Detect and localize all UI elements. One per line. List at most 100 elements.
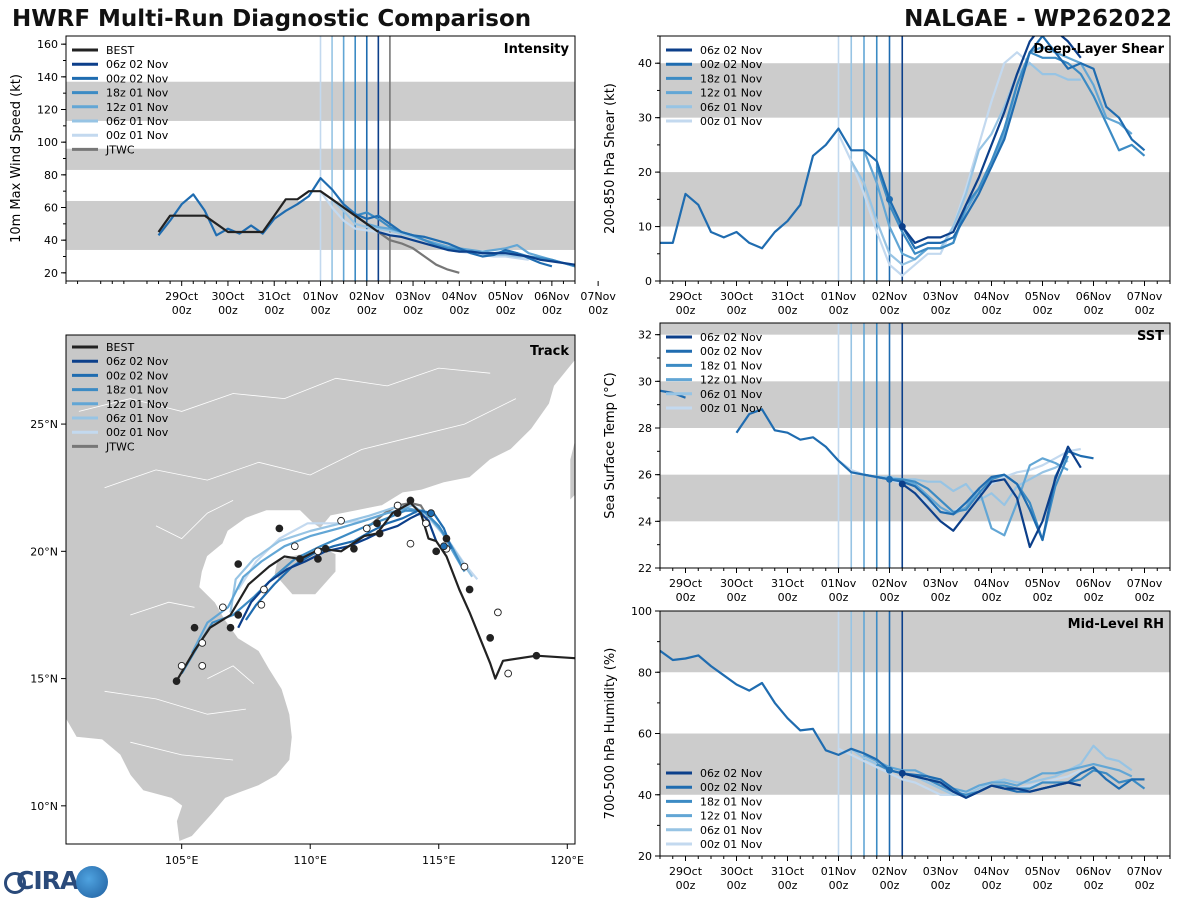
track-marker: [296, 555, 304, 563]
sst-ytick-label: 22: [638, 562, 652, 575]
rh-xtick-label: 07Nov: [1127, 865, 1163, 878]
sst-series: [660, 389, 1094, 549]
intensity-xtick-label: 02Nov: [349, 290, 385, 303]
intensity-xtick-label: 31Oct: [258, 290, 292, 303]
rh-marker-06z-02-nov: [898, 769, 906, 777]
sst-title: SST: [1137, 329, 1164, 344]
land-2: [569, 439, 575, 502]
shear-ytick-label: 10: [638, 221, 652, 234]
track-marker: [504, 669, 513, 678]
track-legend-label-best: BEST: [106, 341, 134, 354]
track-marker: [321, 544, 330, 553]
shear-legend-label-18z-01-nov: 18z 01 Nov: [700, 72, 763, 85]
track-marker: [314, 547, 322, 556]
rh-series-12z-01-nov: [863, 753, 1133, 793]
track-marker: [465, 585, 474, 594]
rh-legend-label-18z-01-nov: 18z 01 Nov: [700, 795, 763, 808]
track-legend-label-00z-02-nov: 00z 02 Nov: [106, 369, 169, 382]
sst-xtick-label: 02Nov: [872, 577, 908, 590]
shear-series-06z-02-nov: [901, 36, 1082, 244]
rh-title: Mid-Level RH: [1068, 617, 1164, 632]
shear-legend-label-06z-01-nov: 06z 01 Nov: [700, 101, 763, 114]
track-series-best: [175, 501, 575, 682]
intensity-legend-label-00z-02-nov: 00z 02 Nov: [106, 72, 169, 85]
sst-xtick-label: 00z: [676, 591, 696, 604]
shear-xtick-label: 00z: [778, 304, 798, 317]
intensity-xtick-label: 29Oct: [165, 290, 199, 303]
track-marker: [432, 547, 441, 556]
track-marker: [218, 603, 227, 612]
track-marker: [532, 651, 541, 660]
land-0: [66, 335, 575, 843]
track-marker: [198, 639, 207, 647]
intensity-legend-label-best: BEST: [106, 44, 134, 57]
sst-series-18z-01-nov: [876, 455, 1070, 542]
shear-xtick-label: 00z: [1033, 304, 1053, 317]
intensity-chart: 2040608010012014016029Oct00z30Oct00z31Oc…: [9, 35, 616, 317]
track-ytick-label: 25°N: [30, 418, 58, 431]
shear-legend-label-06z-02-nov: 06z 02 Nov: [700, 44, 763, 57]
rh-xtick-label: 00z: [880, 879, 900, 892]
intensity-series-best: [157, 190, 379, 234]
logo-text: CIRA: [16, 866, 79, 895]
shear-band-0: [660, 172, 1170, 227]
track-marker: [257, 600, 266, 609]
intensity-ytick-label: 120: [37, 104, 58, 117]
intensity-xtick-label: 00z: [311, 304, 331, 317]
rh-ytick-label: 80: [638, 666, 652, 679]
track-marker: [486, 634, 495, 642]
track-series-12z-01-nov: [191, 507, 466, 654]
shear-xtick-label: 03Nov: [923, 290, 959, 303]
shear-xtick-label: 04Nov: [974, 290, 1010, 303]
track-marker: [422, 519, 430, 528]
rh-xtick-label: 02Nov: [872, 865, 908, 878]
sst-legend-label-18z-01-nov: 18z 01 Nov: [700, 359, 763, 372]
sst-xtick-label: 31Oct: [771, 577, 805, 590]
intensity-xtick-label: 00z: [403, 304, 423, 317]
shear-xtick-label: 00z: [982, 304, 1002, 317]
rh-chart: 2040608010029Oct00z30Oct00z31Oct00z01Nov…: [603, 605, 1171, 892]
intensity-xtick-label: 00z: [357, 304, 377, 317]
shear-xtick-label: 00z: [727, 304, 747, 317]
rh-legend-label-06z-01-nov: 06z 01 Nov: [700, 824, 763, 837]
intensity-series-00z-02-nov: [157, 177, 553, 268]
sst-ytick-label: 26: [638, 469, 652, 482]
rh-bands: [660, 611, 1170, 795]
track-ytick-label: 15°N: [30, 673, 58, 686]
sst-xtick-label: 00z: [1135, 591, 1155, 604]
intensity-xtick-label: 06Nov: [534, 290, 570, 303]
intensity-legend-label-18z-01-nov: 18z 01 Nov: [106, 87, 169, 100]
sst-xtick-label: 29Oct: [669, 577, 703, 590]
rh-xtick-label: 00z: [1033, 879, 1053, 892]
rh-xtick-label: 04Nov: [974, 865, 1010, 878]
track-xtick-label: 120°E: [551, 854, 584, 867]
shear-legend-label-12z-01-nov: 12z 01 Nov: [700, 87, 763, 100]
intensity-series-06z-02-nov: [377, 230, 575, 266]
shear-title: Deep-Layer Shear: [1033, 42, 1164, 57]
sst-xtick-label: 00z: [727, 591, 747, 604]
sst-ytick-label: 24: [638, 515, 652, 528]
sst-xtick-label: 00z: [982, 591, 1002, 604]
intensity-series-jtwc: [377, 231, 460, 274]
shear-marker-00z-02-nov: [886, 195, 893, 203]
globe-icon: [76, 866, 108, 898]
track-ytick-label: 20°N: [30, 545, 58, 558]
figure-title: HWRF Multi-Run Diagnostic Comparison: [12, 6, 532, 32]
rh-xtick-label: 30Oct: [720, 865, 754, 878]
intensity-xtick-label: 00z: [496, 304, 516, 317]
sst-xtick-label: 00z: [1033, 591, 1053, 604]
track-marker: [198, 661, 207, 670]
admin-border-6: [207, 665, 254, 685]
rh-legend-label-12z-01-nov: 12z 01 Nov: [700, 810, 763, 823]
rh-xtick-label: 00z: [982, 879, 1002, 892]
storm-id: NALGAE - WP262022: [904, 6, 1172, 32]
intensity-ylabel: 10m Max Wind Speed (kt): [9, 74, 24, 243]
admin-border-2: [155, 500, 234, 540]
rh-legend-label-00z-02-nov: 00z 02 Nov: [700, 781, 763, 794]
track-marker: [275, 524, 284, 533]
rh-xtick-label: 03Nov: [923, 865, 959, 878]
sst-xtick-label: 06Nov: [1076, 577, 1112, 590]
